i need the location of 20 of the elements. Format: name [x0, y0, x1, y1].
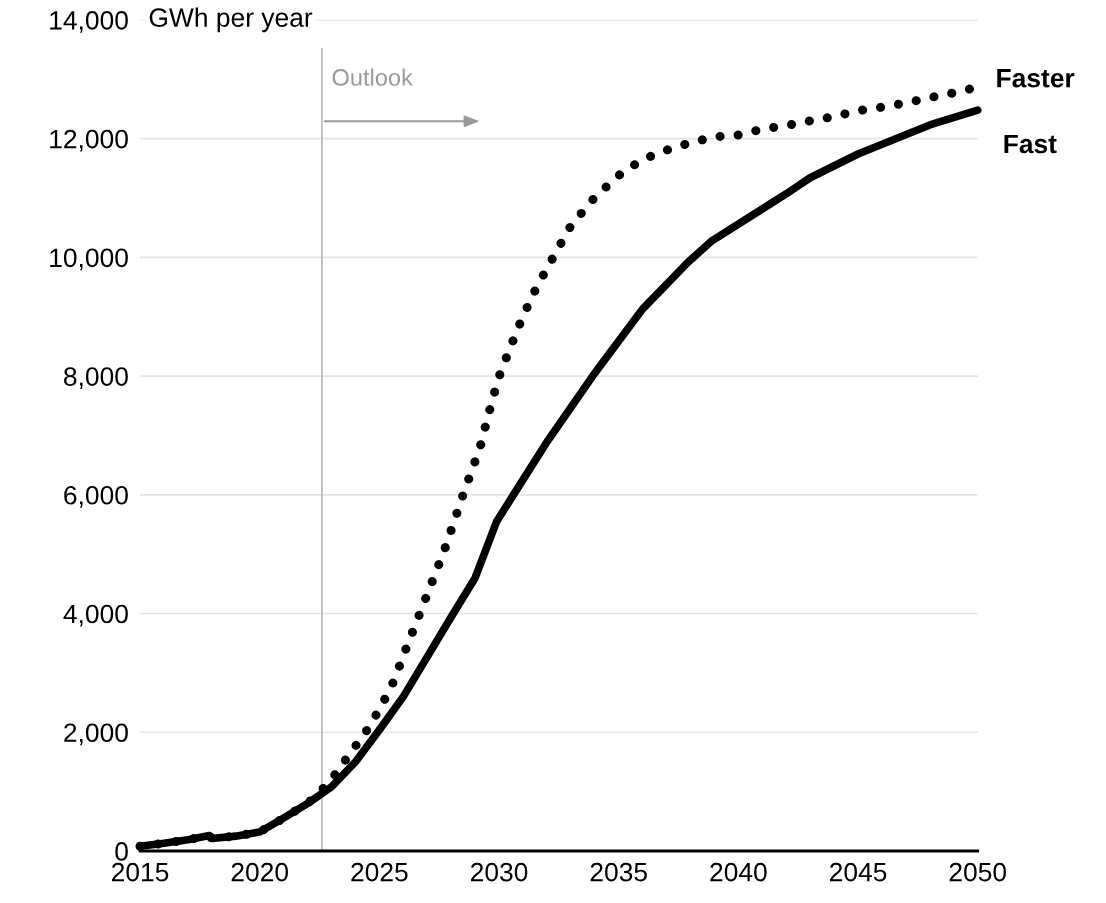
- y-tick-label: 12,000: [50, 129, 128, 152]
- y-tick-label: 2,000: [64, 723, 128, 746]
- x-tick-label: 2015: [112, 862, 169, 882]
- y-tick-label: 0: [115, 842, 128, 861]
- series-label: Fast: [1004, 134, 1057, 154]
- x-tick-label: 2035: [590, 862, 647, 882]
- y-tick-label: 10,000: [50, 248, 128, 271]
- series-label: Faster: [997, 69, 1075, 88]
- y-tick-label: 6,000: [64, 485, 128, 508]
- y-tick-label: 8,000: [64, 367, 128, 389]
- x-tick-label: 2020: [231, 862, 289, 882]
- y-axis-title: GWh per year: [149, 7, 313, 33]
- y-tick-label: 4,000: [63, 604, 128, 627]
- x-tick-label: 2025: [351, 862, 408, 882]
- x-tick-label: 2030: [471, 862, 528, 882]
- x-tick-label: 2045: [830, 862, 887, 882]
- ref-line-label: Outlook: [332, 68, 413, 86]
- y-tick-label: 14,000: [50, 11, 128, 33]
- x-tick-label: 2050: [949, 862, 1007, 882]
- x-tick-label: 2040: [710, 862, 767, 882]
